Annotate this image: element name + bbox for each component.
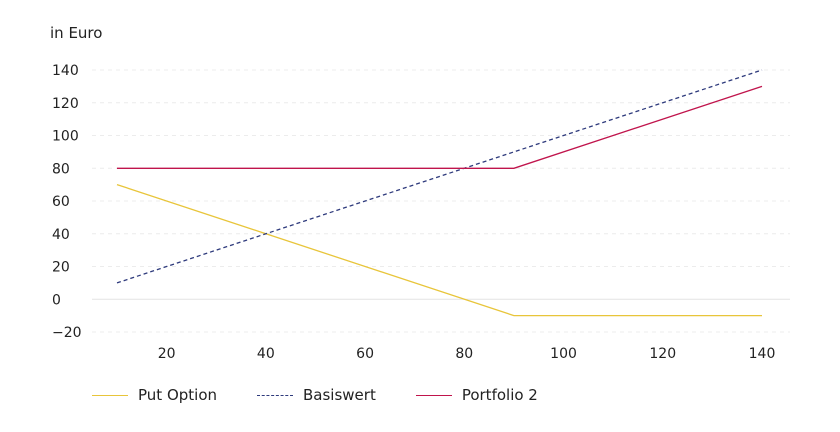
legend-swatch-put-option xyxy=(92,394,128,396)
legend-item-basiswert: Basiswert xyxy=(257,386,376,404)
series-line-put-option xyxy=(116,183,762,317)
grid-lines xyxy=(92,69,790,333)
y-tick-label: 60 xyxy=(52,194,70,210)
legend-item-portfolio-2: Portfolio 2 xyxy=(415,386,538,404)
x-tick-label: 40 xyxy=(257,346,275,362)
series-lines xyxy=(116,69,763,317)
series-line-basiswert xyxy=(116,69,763,284)
y-tick-label: −20 xyxy=(52,325,82,341)
x-tick-label: 80 xyxy=(455,346,473,362)
legend-label-basiswert: Basiswert xyxy=(303,386,376,404)
legend-swatch-basiswert xyxy=(257,394,293,396)
y-axis-unit-label: in Euro xyxy=(50,24,103,42)
x-tick-label: 20 xyxy=(158,346,176,362)
legend-item-put-option: Put Option xyxy=(92,386,217,404)
series-line-portfolio-2 xyxy=(117,85,763,169)
x-tick-label: 140 xyxy=(749,346,776,362)
x-tick-label: 120 xyxy=(649,346,676,362)
legend: Put Option Basiswert Portfolio 2 xyxy=(92,386,538,404)
legend-swatch-portfolio-2 xyxy=(415,394,452,396)
x-tick-label: 100 xyxy=(550,346,577,362)
y-tick-label: 120 xyxy=(52,96,79,112)
y-axis-ticks: −20 0 20 40 60 80 100 120 140 xyxy=(52,63,82,341)
y-tick-label: 80 xyxy=(52,161,70,177)
y-tick-label: 140 xyxy=(52,63,79,79)
x-tick-label: 60 xyxy=(356,346,374,362)
legend-label-portfolio-2: Portfolio 2 xyxy=(461,386,538,404)
x-axis-ticks: 20 40 60 80 100 120 140 xyxy=(158,346,776,362)
y-tick-label: 0 xyxy=(52,292,61,308)
legend-label-put-option: Put Option xyxy=(138,386,217,404)
y-tick-label: 100 xyxy=(52,129,79,145)
y-tick-label: 20 xyxy=(52,260,70,276)
y-tick-label: 40 xyxy=(52,227,70,243)
